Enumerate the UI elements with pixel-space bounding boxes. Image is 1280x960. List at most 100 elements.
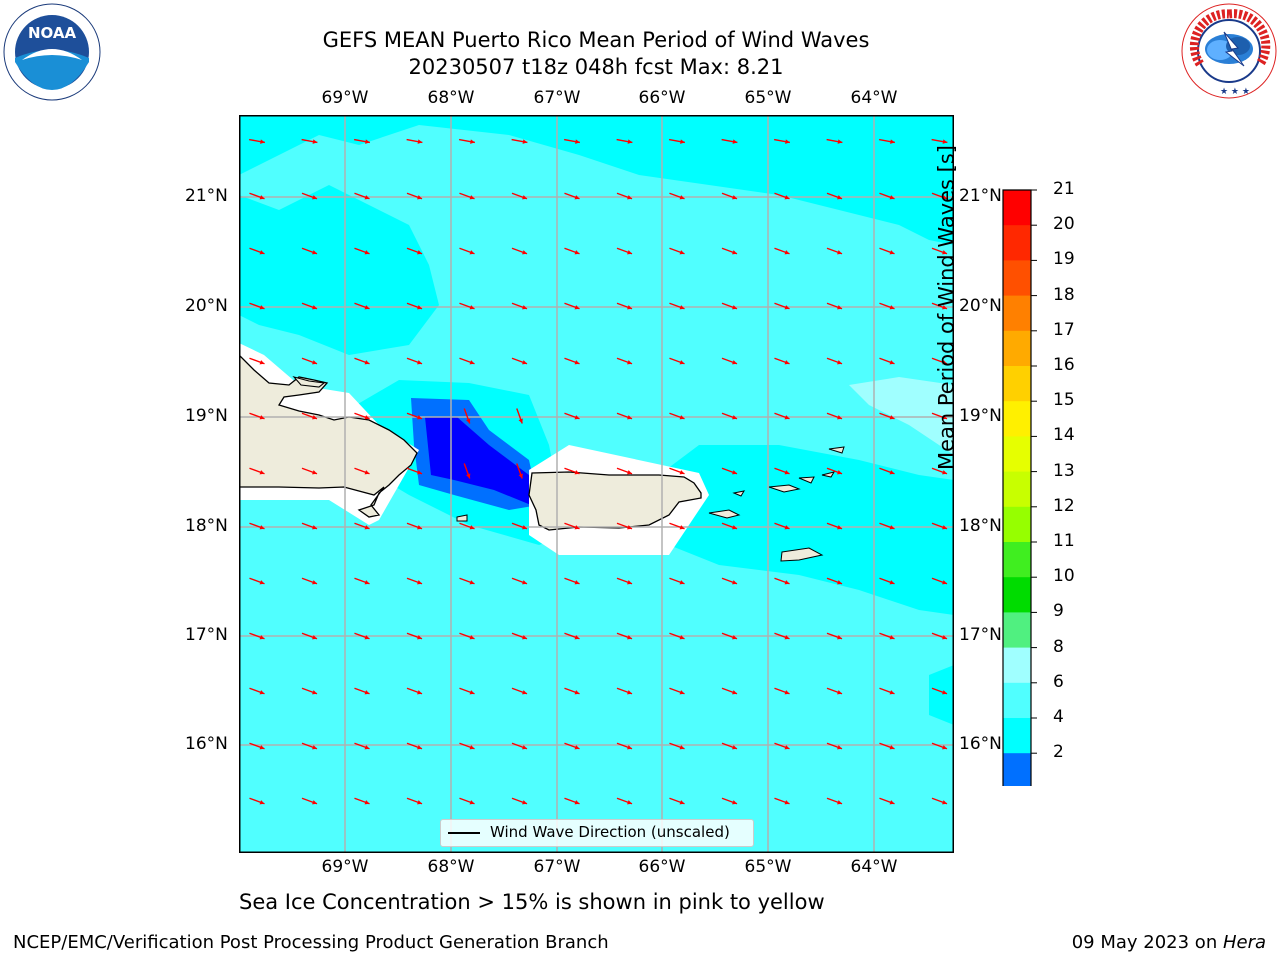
wave-direction-arrowhead [259,635,265,640]
wave-direction-arrowhead [890,139,895,144]
latitude-label: 17°N [185,625,228,645]
sea-ice-caption: Sea Ice Concentration > 15% is shown in … [239,890,825,914]
wave-direction-arrowhead [679,415,685,420]
colorbar-tick-label: 17 [1053,319,1075,340]
wave-direction-arrowhead [784,525,790,530]
wave-direction-arrowhead [784,635,790,640]
svg-text:★ ★ ★: ★ ★ ★ [1220,87,1250,97]
wave-direction-arrowhead [417,195,423,200]
wave-direction-arrowhead [259,415,265,420]
wave-direction-arrowhead [942,305,948,310]
colorbar-tick-label: 15 [1053,390,1075,411]
wave-direction-arrowhead [942,415,948,420]
wave-direction-arrowhead [889,305,895,310]
wave-direction-arrowhead [732,139,738,144]
wave-direction-arrowhead [627,415,633,420]
wave-direction-arrowhead [259,470,265,475]
virgin-islands [456,446,845,562]
wave-direction-arrowhead [259,800,265,805]
chart-title: GEFS MEAN Puerto Rico Mean Period of Win… [322,28,870,52]
wave-direction-arrowhead [679,250,685,255]
wave-direction-arrowhead [417,470,423,475]
wave-direction-arrowhead [627,745,633,750]
wave-direction-arrowhead [679,195,685,200]
wave-direction-arrowhead [942,635,948,640]
latitude-label: 20°N [959,296,1002,316]
wave-direction-arrowhead [679,635,685,640]
wave-direction-arrowhead [522,690,528,695]
wave-direction-arrowhead [627,139,633,144]
wave-direction-arrowhead [627,635,633,640]
wave-direction-arrowhead [574,195,580,200]
wave-direction-arrowhead [837,470,843,475]
colorbar-segment [1003,682,1031,719]
wave-direction-arrowhead [942,580,948,585]
latitude-label: 21°N [959,186,1002,206]
wave-direction-arrowhead [575,139,580,144]
wave-direction-arrowhead [837,415,843,420]
wave-direction-arrowhead [364,525,370,530]
longitude-label: 66°W [638,857,686,877]
colorbar-segment [1003,436,1031,473]
wave-direction-arrowhead [417,250,423,255]
legend-line-icon [448,832,480,834]
latitude-label: 16°N [185,734,228,754]
colorbar-tick-label: 13 [1053,460,1075,481]
wave-direction-arrowhead [522,525,528,530]
wave-direction-arrowhead [469,580,475,585]
wave-direction-arrowhead [732,745,738,750]
wave-direction-arrowhead [942,250,948,255]
colorbar-tick-label: 11 [1053,531,1075,551]
wave-direction-arrowhead [627,580,633,585]
footer-date: 09 May 2023 on Hera [1071,932,1266,953]
wave-direction-arrowhead [784,360,790,365]
wave-direction-arrowhead [312,635,318,640]
latitude-label: 18°N [959,516,1002,536]
wave-direction-arrowhead [312,690,318,695]
longitude-label: 65°W [744,857,792,877]
wave-direction-arrowhead [417,305,423,310]
wave-direction-arrowhead [574,690,580,695]
colorbar-segment [1003,190,1031,226]
wave-direction-arrowhead [732,195,738,200]
wave-direction-arrowhead [627,360,633,365]
colorbar-tick-label: 14 [1053,425,1075,446]
wave-direction-arrowhead [942,139,948,144]
wave-direction-arrowhead [837,305,843,310]
graticule [239,115,954,853]
wave-direction-arrowhead [522,635,528,640]
wave-direction-arrowhead [837,690,843,695]
wave-direction-arrowhead [679,305,685,310]
colorbar-segment [1003,401,1031,437]
colorbar-tick-label: 12 [1053,495,1075,516]
wave-direction-arrowhead [522,800,528,805]
wave-direction-arrowhead [259,525,265,530]
longitude-label: 69°W [321,857,369,877]
wave-direction-arrowhead [732,690,738,695]
colorbar-segment [1003,330,1031,367]
wave-direction-arrowhead [732,415,738,420]
wave-direction-arrowhead [680,139,685,144]
wave-direction-arrowhead [732,305,738,310]
colorbar-tick-label: 19 [1053,249,1075,270]
wave-direction-arrowhead [784,470,790,475]
wave-direction-arrowhead [364,800,370,805]
latitude-label: 21°N [185,186,228,206]
longitude-label: 67°W [533,857,581,877]
wave-direction-arrowhead [942,800,948,805]
colorbar-segment [1003,612,1031,649]
wave-direction-arrowhead [785,139,790,144]
wave-direction-arrowhead [259,745,265,750]
colorbar-tick-label: 6 [1053,671,1064,692]
wave-direction-arrowhead [312,525,318,530]
wave-direction-arrowhead [942,690,948,695]
wave-direction-arrowhead [784,690,790,695]
wave-direction-arrowhead [574,250,580,255]
wave-direction-arrowhead [364,635,370,640]
wave-direction-arrowhead [837,745,843,750]
wave-direction-arrowhead [259,690,265,695]
colorbar-segment [1003,506,1031,543]
wave-direction-arrowhead [312,800,318,805]
wave-direction-arrowhead [364,415,370,420]
wave-direction-arrowhead [574,580,580,585]
